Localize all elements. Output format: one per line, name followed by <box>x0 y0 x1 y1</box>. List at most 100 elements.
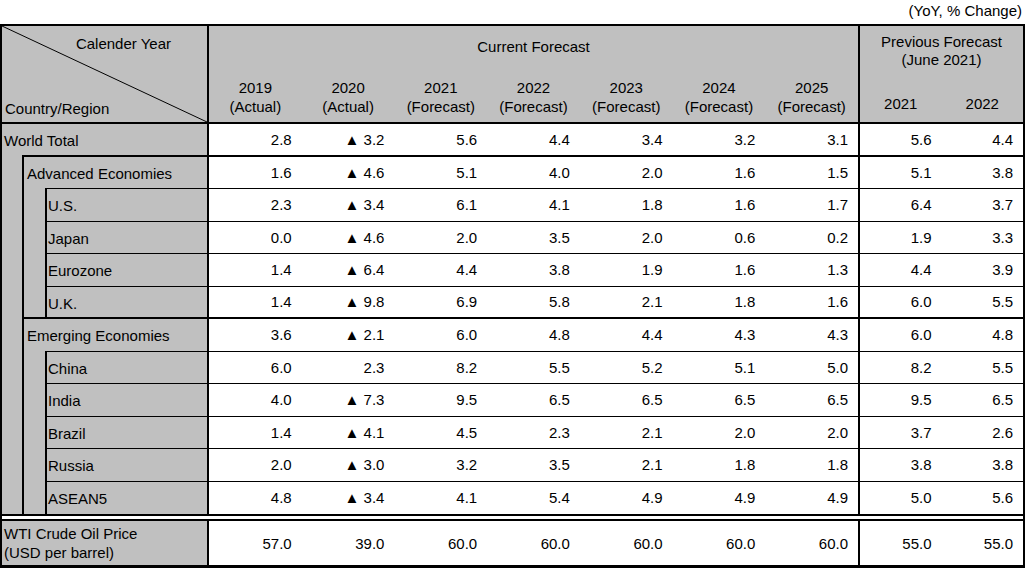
year-label: 2024 <box>673 78 766 97</box>
value-cell: 4.4 <box>580 319 673 351</box>
prev-value-cell: 5.5 <box>942 287 1024 318</box>
indent-guide-level1 <box>22 157 24 515</box>
prev-value-cell: 3.3 <box>942 222 1024 254</box>
value-cell: 9.5 <box>394 384 487 416</box>
value-cell: 6.9 <box>394 287 487 318</box>
row-label: U.S. <box>48 197 77 214</box>
prev-value-cell: 5.6 <box>942 482 1024 515</box>
wti-label-line1: WTI Crude Oil Price <box>4 524 137 543</box>
table-body: World Total2.8▲ 3.25.64.43.43.23.15.64.4… <box>2 124 1023 514</box>
year-note: (Forecast) <box>487 97 580 116</box>
value-cell: 2.0 <box>580 157 673 189</box>
value-cell: 3.2 <box>394 449 487 481</box>
table-row: Advanced Economies1.6▲ 4.65.14.02.01.61.… <box>2 157 1023 190</box>
value-cell: 1.6 <box>765 287 858 318</box>
current-year-row: 2019(Actual)2020(Actual)2021(Forecast)20… <box>209 78 858 122</box>
value-cell: 1.9 <box>580 254 673 286</box>
value-cell: 4.5 <box>394 417 487 449</box>
wti-prev-value-cell: 55.0 <box>860 521 942 565</box>
prev-value-cell: 8.2 <box>860 352 942 384</box>
value-cell: 6.5 <box>487 384 580 416</box>
prev-year-column: 2021 <box>860 94 942 113</box>
row-values: 4.0▲ 7.39.56.56.56.56.5 <box>207 384 858 417</box>
table-row: ASEAN54.8▲ 3.44.15.44.94.94.95.05.6 <box>2 482 1023 515</box>
value-cell: 3.8 <box>487 254 580 286</box>
prev-value-cell: 5.6 <box>860 124 942 155</box>
wti-prev-value-cell: 55.0 <box>942 521 1024 565</box>
wti-values: 57.039.060.060.060.060.060.0 <box>207 521 858 565</box>
value-cell: 6.0 <box>394 319 487 351</box>
value-cell: 4.3 <box>673 319 766 351</box>
prev-year-column: 2022 <box>942 94 1024 113</box>
value-cell: ▲ 4.6 <box>302 222 395 254</box>
value-cell: 5.4 <box>487 482 580 515</box>
row-label-cell: U.K. <box>2 287 207 320</box>
table-row: India4.0▲ 7.39.56.56.56.56.59.56.5 <box>2 384 1023 417</box>
prev-year-label: 2021 <box>860 94 942 113</box>
value-cell: 1.4 <box>209 417 302 449</box>
value-cell: 0.0 <box>209 222 302 254</box>
value-cell: 6.5 <box>673 384 766 416</box>
value-cell: ▲ 2.1 <box>302 319 395 351</box>
prev-value-cell: 3.8 <box>860 449 942 481</box>
year-note: (Forecast) <box>580 97 673 116</box>
prev-value-cell: 6.5 <box>942 384 1024 416</box>
value-cell: ▲ 7.3 <box>302 384 395 416</box>
value-cell: 6.5 <box>765 384 858 416</box>
units-caption: (YoY, % Change) <box>0 0 1025 24</box>
value-cell: 1.8 <box>580 189 673 221</box>
row-values: 2.3▲ 3.46.14.11.81.61.7 <box>207 189 858 222</box>
row-values: 2.0▲ 3.03.23.52.11.81.8 <box>207 449 858 482</box>
row-previous-values: 8.25.5 <box>858 352 1023 385</box>
corner-header-cell: Calender Year Country/Region <box>2 26 207 122</box>
row-label-cell: China <box>2 352 207 385</box>
year-note: (Actual) <box>209 97 302 116</box>
table-row: Eurozone1.4▲ 6.44.43.81.91.61.34.43.9 <box>2 254 1023 287</box>
wti-previous-values: 55.055.0 <box>858 521 1023 565</box>
value-cell: 1.8 <box>673 287 766 318</box>
table-header: Calender Year Country/Region Current For… <box>2 26 1023 124</box>
row-label-cell: U.S. <box>2 189 207 222</box>
table-row: U.K.1.4▲ 9.86.95.82.11.81.66.05.5 <box>2 287 1023 320</box>
value-cell: 1.6 <box>673 189 766 221</box>
row-label: ASEAN5 <box>48 489 107 506</box>
row-label: China <box>48 359 87 376</box>
year-column: 2024(Forecast) <box>673 78 766 116</box>
row-previous-values: 6.43.7 <box>858 189 1023 222</box>
year-note: (Forecast) <box>673 97 766 116</box>
value-cell: ▲ 3.0 <box>302 449 395 481</box>
current-forecast-header: Current Forecast 2019(Actual)2020(Actual… <box>207 26 858 122</box>
row-values: 1.6▲ 4.65.14.02.01.61.5 <box>207 157 858 190</box>
row-previous-values: 1.93.3 <box>858 222 1023 255</box>
value-cell: 3.1 <box>765 124 858 155</box>
row-values: 0.0▲ 4.62.03.52.00.60.2 <box>207 222 858 255</box>
table-row: Brazil1.4▲ 4.14.52.32.12.02.03.72.6 <box>2 417 1023 450</box>
row-previous-values: 9.56.5 <box>858 384 1023 417</box>
row-label: Japan <box>48 229 89 246</box>
table-row: Emerging Economies3.6▲ 2.16.04.84.44.34.… <box>2 319 1023 352</box>
year-label: 2023 <box>580 78 673 97</box>
row-previous-values: 4.43.9 <box>858 254 1023 287</box>
value-cell: 5.2 <box>580 352 673 384</box>
row-values: 2.8▲ 3.25.64.43.43.23.1 <box>207 124 858 157</box>
value-cell: 4.3 <box>765 319 858 351</box>
value-cell: 1.8 <box>673 449 766 481</box>
value-cell: 6.1 <box>394 189 487 221</box>
indent-guide-level2a <box>45 189 47 319</box>
value-cell: 4.9 <box>580 482 673 515</box>
value-cell: 3.5 <box>487 222 580 254</box>
year-column: 2021(Forecast) <box>394 78 487 116</box>
row-values: 3.6▲ 2.16.04.84.44.34.3 <box>207 319 858 352</box>
value-cell: 2.3 <box>487 417 580 449</box>
corner-top-label: Calender Year <box>76 35 171 52</box>
year-label: 2021 <box>394 78 487 97</box>
previous-forecast-header: Previous Forecast (June 2021) 20212022 <box>858 26 1023 122</box>
row-values: 1.4▲ 9.86.95.82.11.81.6 <box>207 287 858 320</box>
value-cell: ▲ 9.8 <box>302 287 395 318</box>
value-cell: 5.5 <box>487 352 580 384</box>
value-cell: 1.4 <box>209 254 302 286</box>
value-cell: 5.1 <box>394 157 487 189</box>
value-cell: 2.1 <box>580 417 673 449</box>
prev-value-cell: 3.8 <box>942 157 1024 189</box>
wti-value-cell: 60.0 <box>487 521 580 565</box>
